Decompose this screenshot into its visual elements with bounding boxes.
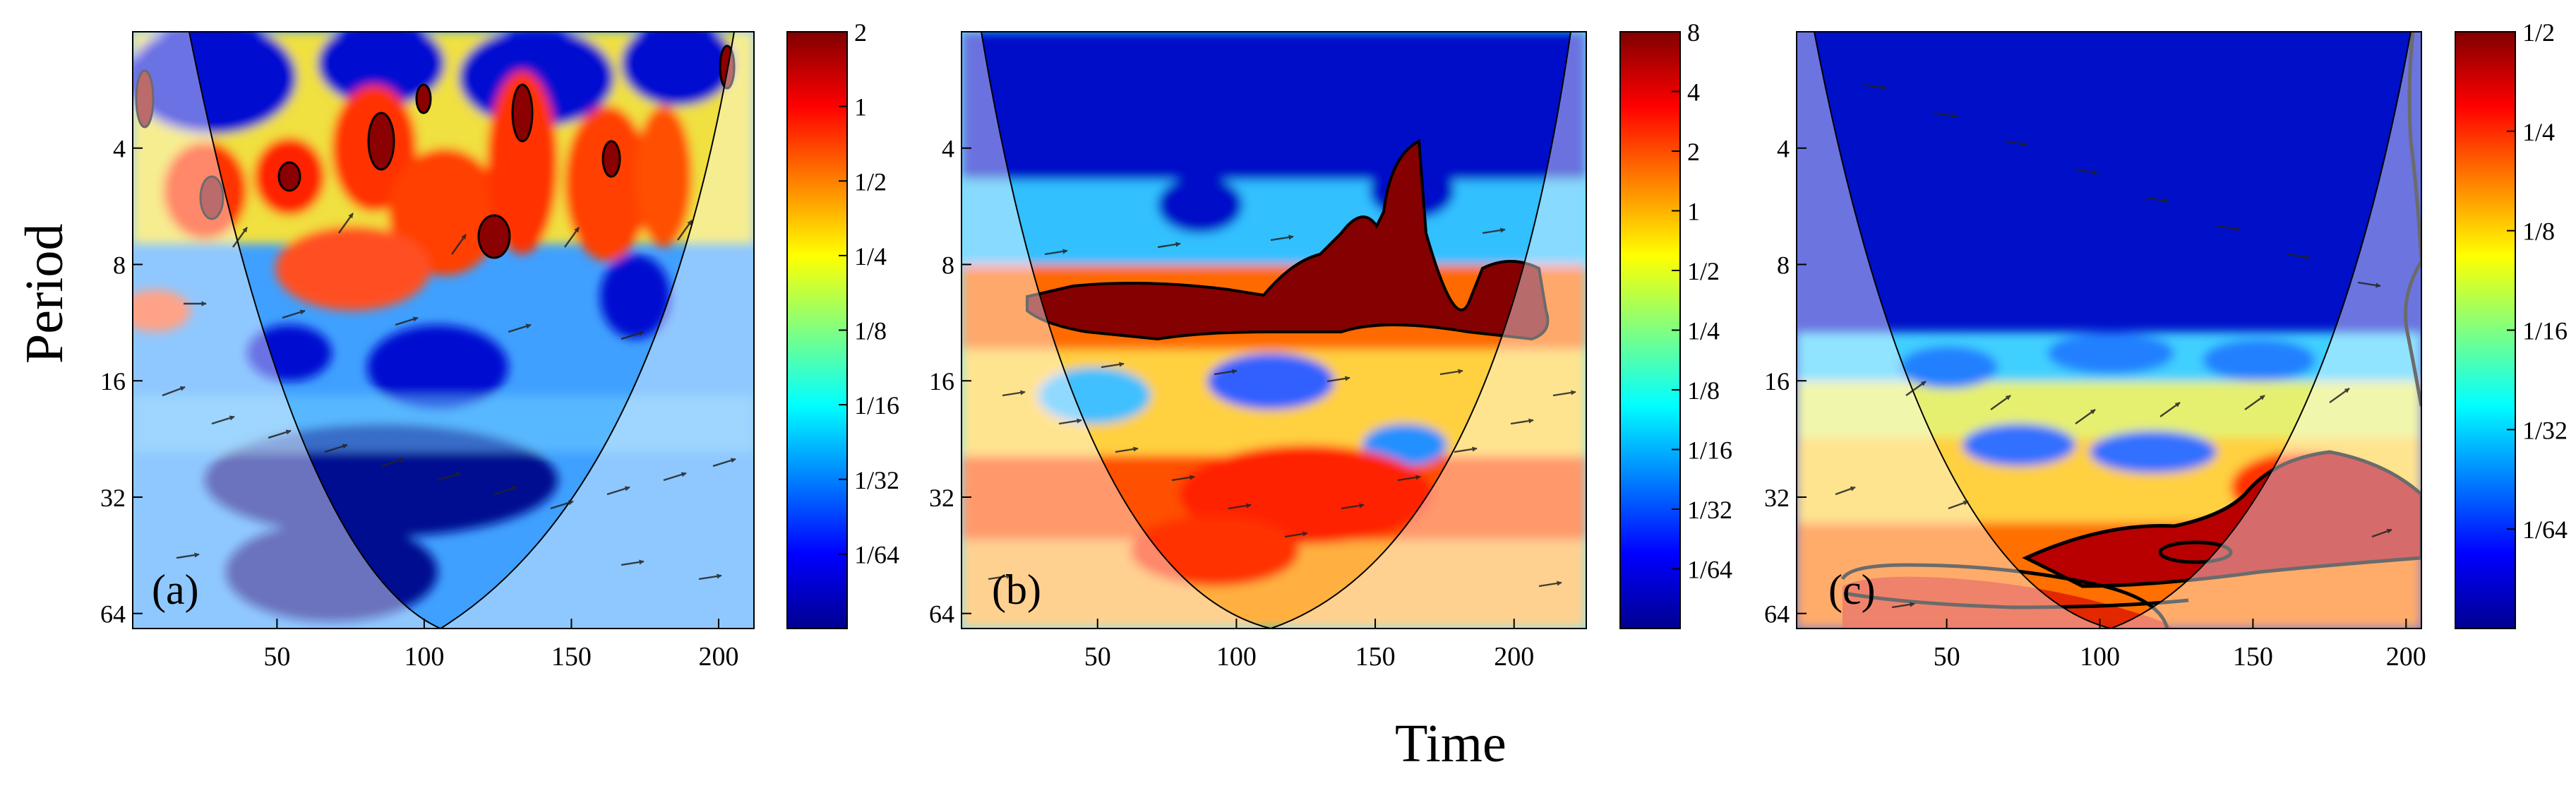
coi-shading bbox=[133, 32, 441, 629]
plot-frame-c bbox=[1796, 31, 2422, 629]
colorbar-tick-label: 8 bbox=[1687, 18, 1700, 47]
colorbar-tick-label: 1 bbox=[854, 93, 867, 121]
y-tick-label: 8 bbox=[113, 251, 126, 279]
colorbar-c bbox=[2455, 31, 2516, 629]
y-tick-label: 16 bbox=[1764, 367, 1790, 395]
x-tick-label: 50 bbox=[263, 642, 290, 672]
plot-frame-b bbox=[961, 31, 1587, 629]
colorbar-tick-label: 1/4 bbox=[2522, 118, 2555, 146]
y-tick-label: 16 bbox=[929, 367, 954, 395]
colorbar-tick-label: 1/64 bbox=[1687, 556, 1732, 584]
colorbar-tick-label: 1/64 bbox=[854, 540, 899, 568]
x-tick-label: 150 bbox=[551, 642, 592, 672]
panel-label-a: (a) bbox=[152, 566, 199, 613]
panel-b: (b) 50 100 150 200 4 8 16 32 64 8 4 2 1 1/2 1/4 1/8 1/… bbox=[929, 18, 1732, 672]
colorbar-tick-label: 1/2 bbox=[2522, 18, 2555, 47]
colorbar-tick-label: 2 bbox=[854, 18, 867, 47]
colorbar-tick-label: 1/16 bbox=[854, 391, 899, 419]
x-tick-label: 150 bbox=[2233, 642, 2273, 672]
panel-a: (a) 50 100 150 200 4 8 16 32 64 2 1 1/2 1/4 1/8 1/16… bbox=[100, 18, 899, 672]
coi-shading bbox=[1797, 32, 2111, 629]
x-tick-label: 100 bbox=[404, 642, 444, 672]
y-tick-label: 4 bbox=[1777, 135, 1790, 163]
colorbar-tick-label: 1/64 bbox=[2522, 516, 2568, 544]
colorbar-tick-label: 1/4 bbox=[854, 242, 887, 270]
colorbar-tick-label: 1/32 bbox=[1687, 496, 1732, 524]
plot-frame-a bbox=[132, 31, 755, 629]
x-tick-label: 100 bbox=[1216, 642, 1257, 672]
x-tick-label: 50 bbox=[1084, 642, 1111, 672]
x-axis-label: Time bbox=[1395, 714, 1506, 773]
x-tick-label: 200 bbox=[2386, 642, 2426, 672]
x-tick-label: 200 bbox=[698, 642, 738, 672]
y-tick-label: 16 bbox=[100, 367, 126, 395]
x-tick-label: 200 bbox=[1494, 642, 1534, 672]
y-tick-label: 32 bbox=[929, 484, 954, 512]
y-tick-label: 4 bbox=[113, 135, 126, 163]
x-tick-label: 100 bbox=[2080, 642, 2120, 672]
y-tick-label: 64 bbox=[1764, 600, 1790, 629]
colorbar-a bbox=[786, 31, 848, 629]
y-tick-label: 32 bbox=[100, 484, 126, 512]
panel-c: (c) 50 100 150 200 4 8 16 32 64 1/2 1/4 1/8 1/16 1/… bbox=[1764, 18, 2568, 672]
colorbar-tick-label: 1/16 bbox=[1687, 436, 1732, 465]
colorbar-tick-label: 1/2 bbox=[854, 167, 887, 196]
x-tick-label: 50 bbox=[1934, 642, 1960, 672]
y-tick-label: 8 bbox=[1777, 251, 1790, 279]
x-tick-label: 150 bbox=[1355, 642, 1396, 672]
colorbar-tick-label: 1/32 bbox=[854, 466, 899, 494]
colorbar-tick-label: 1/8 bbox=[1687, 376, 1720, 405]
colorbar-tick-label: 1/4 bbox=[1687, 317, 1720, 345]
colorbar-tick-label: 1/16 bbox=[2522, 317, 2568, 345]
panel-label-b: (b) bbox=[992, 566, 1041, 613]
y-tick-label: 32 bbox=[1764, 484, 1790, 512]
colorbar-tick-label: 1/2 bbox=[1687, 257, 1720, 285]
colorbar-b bbox=[1619, 31, 1681, 629]
colorbar-tick-label: 1/8 bbox=[2522, 218, 2555, 246]
colorbar-tick-label: 1/8 bbox=[854, 317, 887, 345]
y-tick-label: 64 bbox=[100, 600, 126, 629]
colorbar-tick-label: 2 bbox=[1687, 138, 1700, 166]
panel-label-c: (c) bbox=[1828, 566, 1876, 613]
y-tick-label: 8 bbox=[942, 251, 954, 279]
colorbar-tick-label: 1 bbox=[1687, 198, 1700, 226]
colorbar-tick-label: 1/32 bbox=[2522, 416, 2568, 444]
y-axis-label: Period bbox=[15, 223, 74, 364]
coi-shading bbox=[961, 32, 1271, 629]
y-tick-label: 4 bbox=[942, 135, 954, 163]
colorbar-tick-label: 4 bbox=[1687, 78, 1700, 107]
y-tick-label: 64 bbox=[929, 600, 954, 629]
